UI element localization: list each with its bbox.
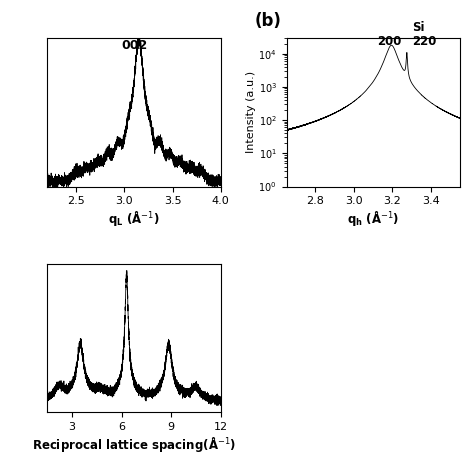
Text: Si
220: Si 220 <box>412 21 437 48</box>
X-axis label: q$_\mathbf{L}$ (Å$^{-1}$): q$_\mathbf{L}$ (Å$^{-1}$) <box>108 209 160 228</box>
Text: 002: 002 <box>121 39 147 52</box>
Text: (b): (b) <box>255 12 281 30</box>
X-axis label: Reciprocal lattice spacing(Å$^{-1}$): Reciprocal lattice spacing(Å$^{-1}$) <box>32 435 236 454</box>
Text: 200: 200 <box>377 35 401 48</box>
X-axis label: q$_\mathbf{h}$ (Å$^{-1}$): q$_\mathbf{h}$ (Å$^{-1}$) <box>347 209 399 228</box>
Y-axis label: Intensity (a.u.): Intensity (a.u.) <box>246 71 255 153</box>
